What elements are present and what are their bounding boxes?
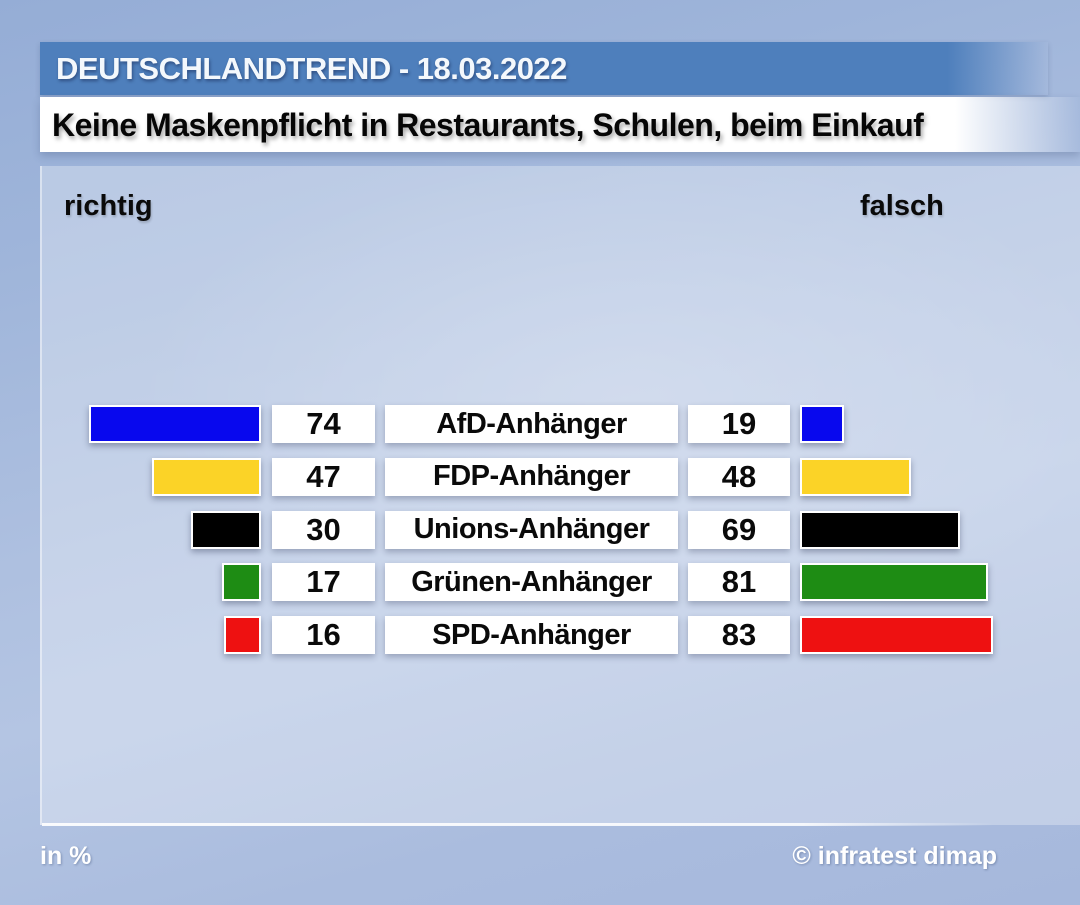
chart-panel: richtig falsch 74 AfD-Anhänger 19 47 FDP-Anh… (40, 166, 1080, 826)
left-value: 74 (272, 405, 375, 443)
right-value: 81 (688, 563, 790, 602)
right-axis-label: falsch (860, 190, 944, 222)
banner-bar: DEUTSCHLANDTREND - 18.03.2022 (40, 42, 1048, 95)
left-axis-label: richtig (64, 190, 153, 222)
right-bar (800, 405, 844, 443)
left-bar (152, 457, 261, 496)
right-bar (800, 510, 960, 549)
title-bar: Keine Maskenpflicht in Restaurants, Schu… (40, 97, 1080, 152)
category-label: Grünen-Anhänger (385, 563, 678, 602)
right-bar (800, 457, 911, 496)
panel-divider (42, 823, 994, 826)
category-label: FDP-Anhänger (385, 457, 678, 496)
category-label: SPD-Anhänger (385, 616, 678, 654)
left-value: 30 (272, 510, 375, 549)
unit-note: in % (40, 842, 92, 870)
copyright: © infratest dimap (792, 842, 997, 870)
chart-row: 74 AfD-Anhänger 19 (0, 405, 1080, 443)
banner-text: DEUTSCHLANDTREND - 18.03.2022 (56, 51, 567, 86)
right-value: 19 (688, 405, 790, 443)
chart-row: 30 Unions-Anhänger 69 (0, 510, 1080, 549)
left-bar (222, 563, 261, 602)
category-label: AfD-Anhänger (385, 405, 678, 443)
right-bar (800, 616, 993, 654)
right-value: 48 (688, 457, 790, 496)
chart-row: 16 SPD-Anhänger 83 (0, 616, 1080, 654)
left-bar (89, 405, 261, 443)
chart-title: Keine Maskenpflicht in Restaurants, Schu… (52, 107, 924, 143)
right-value: 83 (688, 616, 790, 654)
left-value: 16 (272, 616, 375, 654)
left-bar (224, 616, 261, 654)
right-bar (800, 563, 988, 602)
chart-row: 17 Grünen-Anhänger 81 (0, 563, 1080, 602)
right-value: 69 (688, 510, 790, 549)
chart-row: 47 FDP-Anhänger 48 (0, 457, 1080, 496)
left-value: 17 (272, 563, 375, 602)
left-value: 47 (272, 457, 375, 496)
left-bar (191, 510, 261, 549)
category-label: Unions-Anhänger (385, 510, 678, 549)
